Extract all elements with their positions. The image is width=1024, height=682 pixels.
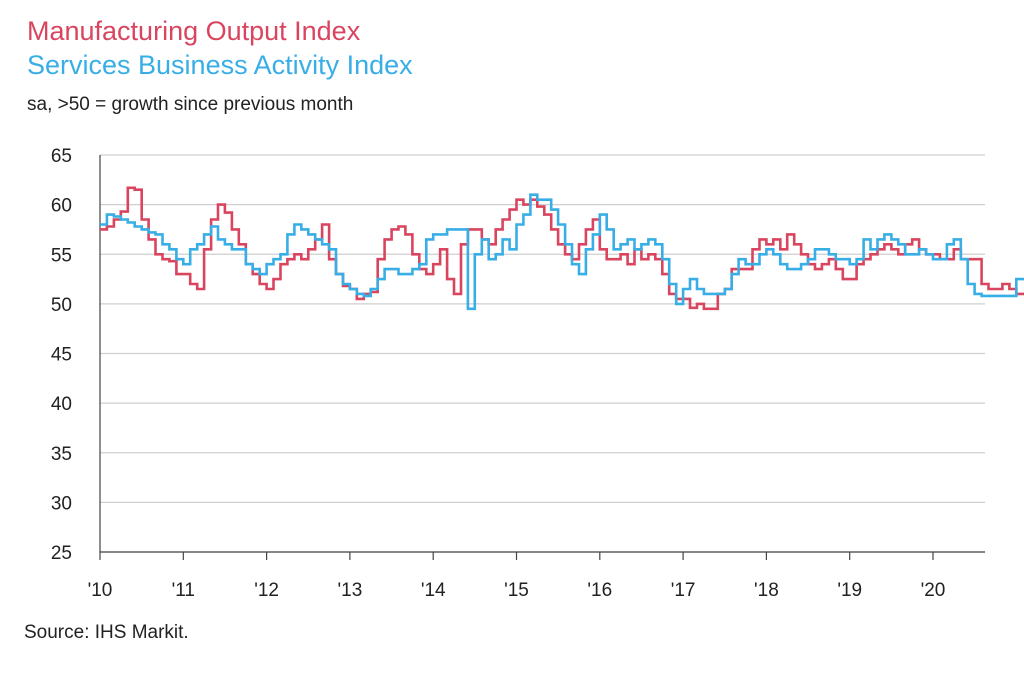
x-tick-label: '13: [338, 580, 363, 601]
chart-subtitle: sa, >50 = growth since previous month: [27, 94, 354, 115]
x-tick-label: '16: [587, 580, 612, 601]
x-tick-label: '11: [172, 580, 195, 601]
chart-title-manufacturing: Manufacturing Output Index: [27, 16, 361, 46]
x-tick-label: '18: [754, 580, 779, 601]
x-axis-ticks: '10 '11 '12 '13 '14 '15 '16 '17 '18 '19 '20: [88, 552, 946, 601]
y-tick-label: 60: [51, 196, 72, 217]
y-tick-label: 30: [51, 493, 72, 514]
y-tick-label: 25: [51, 543, 72, 564]
y-tick-label: 55: [51, 245, 72, 266]
x-tick-label: '15: [504, 580, 529, 601]
gridlines: [99, 154, 985, 553]
y-tick-label: 50: [51, 295, 72, 316]
x-tick-label: '12: [254, 580, 279, 601]
y-tick-label: 45: [51, 345, 72, 366]
x-tick-label: '14: [421, 580, 446, 601]
x-tick-label: '10: [88, 580, 113, 601]
x-tick-label: '19: [837, 580, 862, 601]
y-axis-ticks: 65 60 55 50 45 40 35 30 25: [51, 146, 72, 564]
y-tick-label: 35: [51, 444, 72, 465]
y-tick-label: 40: [51, 394, 72, 415]
series-line-services: [100, 193, 1024, 311]
x-tick-label: '20: [921, 580, 946, 601]
chart-title-services: Services Business Activity Index: [27, 50, 413, 80]
y-tick-label: 65: [51, 146, 72, 167]
series-lines: [100, 186, 1024, 311]
source-note: Source: IHS Markit.: [24, 622, 189, 643]
x-tick-label: '17: [671, 580, 696, 601]
